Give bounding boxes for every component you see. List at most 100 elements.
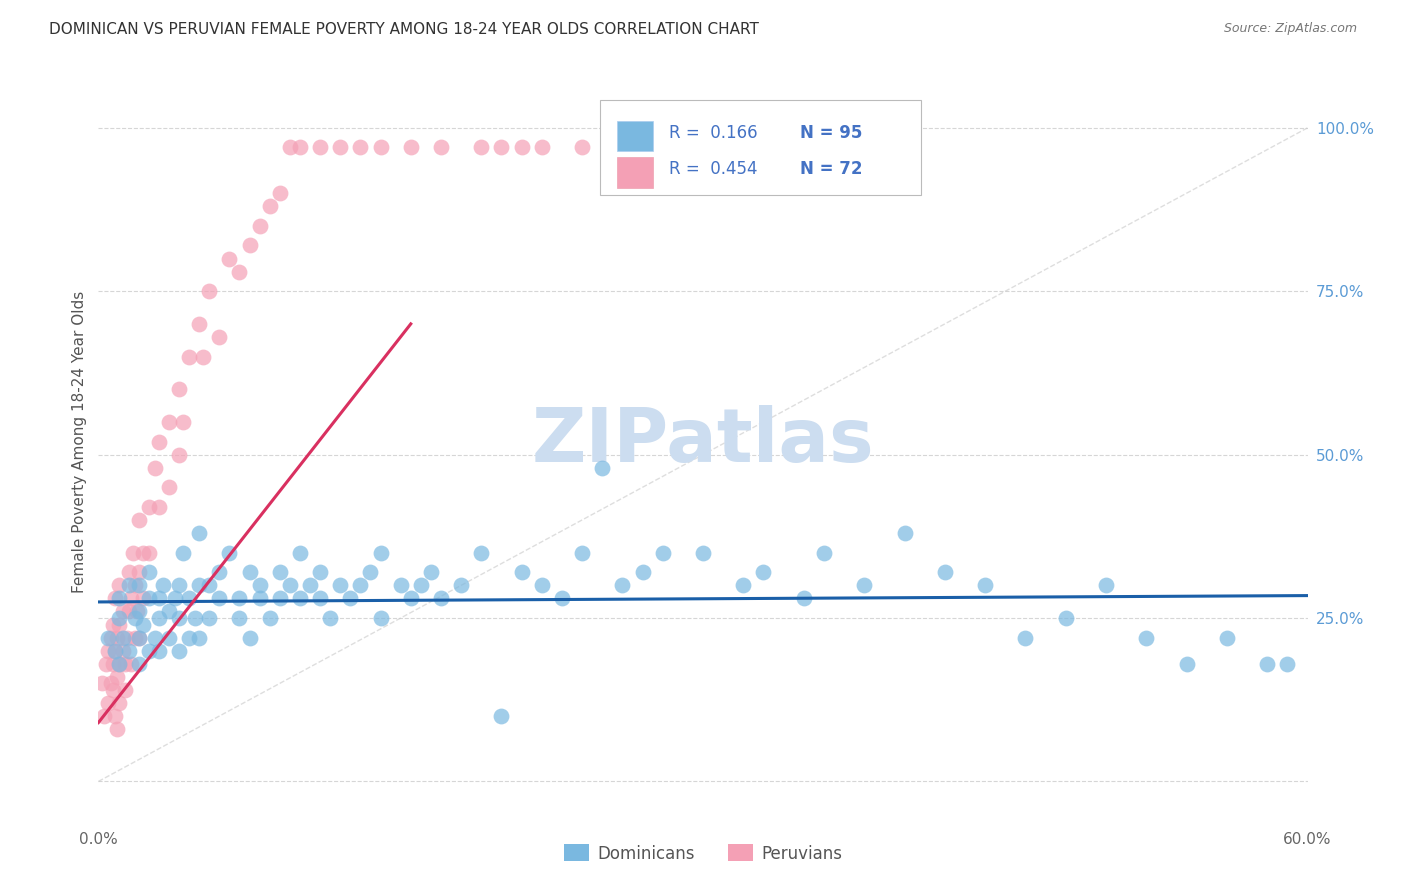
Point	[198, 284, 221, 298]
Point	[138, 566, 160, 580]
Point	[399, 140, 422, 154]
Point	[329, 578, 352, 592]
Point	[157, 631, 180, 645]
Point	[148, 500, 170, 514]
Point	[349, 140, 371, 154]
Point	[208, 330, 231, 344]
Point	[118, 578, 141, 592]
Point	[138, 643, 160, 657]
Point	[97, 696, 120, 710]
Point	[309, 591, 332, 606]
Point	[239, 238, 262, 252]
Point	[188, 578, 211, 592]
Point	[249, 578, 271, 592]
Point	[148, 611, 170, 625]
Point	[1054, 611, 1077, 625]
Point	[128, 566, 150, 580]
Point	[107, 657, 129, 671]
Point	[370, 611, 392, 625]
Point	[612, 578, 634, 592]
Point	[530, 578, 553, 592]
Point	[249, 219, 271, 233]
Point	[138, 591, 160, 606]
Point	[107, 591, 129, 606]
Point	[115, 631, 138, 645]
Point	[752, 566, 775, 580]
Point	[105, 670, 128, 684]
Point	[101, 657, 124, 671]
Point	[152, 578, 174, 592]
Point	[218, 252, 240, 266]
Point	[128, 657, 150, 671]
Point	[138, 546, 160, 560]
Point	[184, 611, 207, 625]
Point	[853, 578, 876, 592]
Point	[269, 591, 291, 606]
Point	[132, 591, 155, 606]
Point	[128, 631, 150, 645]
Point	[125, 605, 148, 619]
FancyBboxPatch shape	[600, 101, 921, 195]
Point	[148, 434, 170, 449]
Point	[491, 140, 513, 154]
Point	[228, 611, 250, 625]
Point	[103, 643, 125, 657]
Point	[138, 500, 160, 514]
Point	[97, 643, 120, 657]
Point	[100, 676, 122, 690]
Point	[157, 415, 180, 429]
Point	[733, 578, 755, 592]
Point	[188, 526, 211, 541]
Point	[179, 350, 201, 364]
Point	[198, 611, 221, 625]
Point	[1135, 631, 1157, 645]
Point	[228, 264, 250, 278]
Point	[288, 546, 311, 560]
Point	[329, 140, 352, 154]
Point	[167, 448, 190, 462]
Point	[389, 578, 412, 592]
Point	[1256, 657, 1278, 671]
Point	[349, 578, 371, 592]
Point	[571, 546, 593, 560]
Point	[100, 631, 122, 645]
Point	[793, 591, 815, 606]
Point	[278, 578, 301, 592]
Point	[299, 578, 322, 592]
Point	[319, 611, 342, 625]
Point	[157, 605, 180, 619]
Point	[430, 591, 453, 606]
Point	[470, 140, 492, 154]
Point	[1175, 657, 1198, 671]
Point	[107, 657, 129, 671]
Point	[1095, 578, 1118, 592]
Point	[193, 350, 215, 364]
Point	[143, 631, 166, 645]
Point	[249, 591, 271, 606]
Point	[128, 513, 150, 527]
Point	[107, 611, 129, 625]
Point	[118, 643, 141, 657]
Point	[198, 578, 221, 592]
Point	[172, 546, 194, 560]
Point	[420, 566, 443, 580]
Point	[107, 578, 129, 592]
FancyBboxPatch shape	[617, 157, 654, 187]
Point	[491, 709, 513, 723]
Point	[101, 617, 124, 632]
Point	[148, 643, 170, 657]
Point	[124, 631, 146, 645]
Point	[128, 631, 150, 645]
Point	[399, 591, 422, 606]
Point	[93, 709, 115, 723]
Point	[128, 578, 150, 592]
Point	[107, 617, 129, 632]
Point	[259, 199, 281, 213]
Point	[118, 605, 141, 619]
Point	[1014, 631, 1036, 645]
Point	[259, 611, 281, 625]
Point	[551, 591, 574, 606]
Text: R =  0.166: R = 0.166	[669, 124, 758, 142]
Point	[179, 591, 201, 606]
Point	[103, 591, 125, 606]
